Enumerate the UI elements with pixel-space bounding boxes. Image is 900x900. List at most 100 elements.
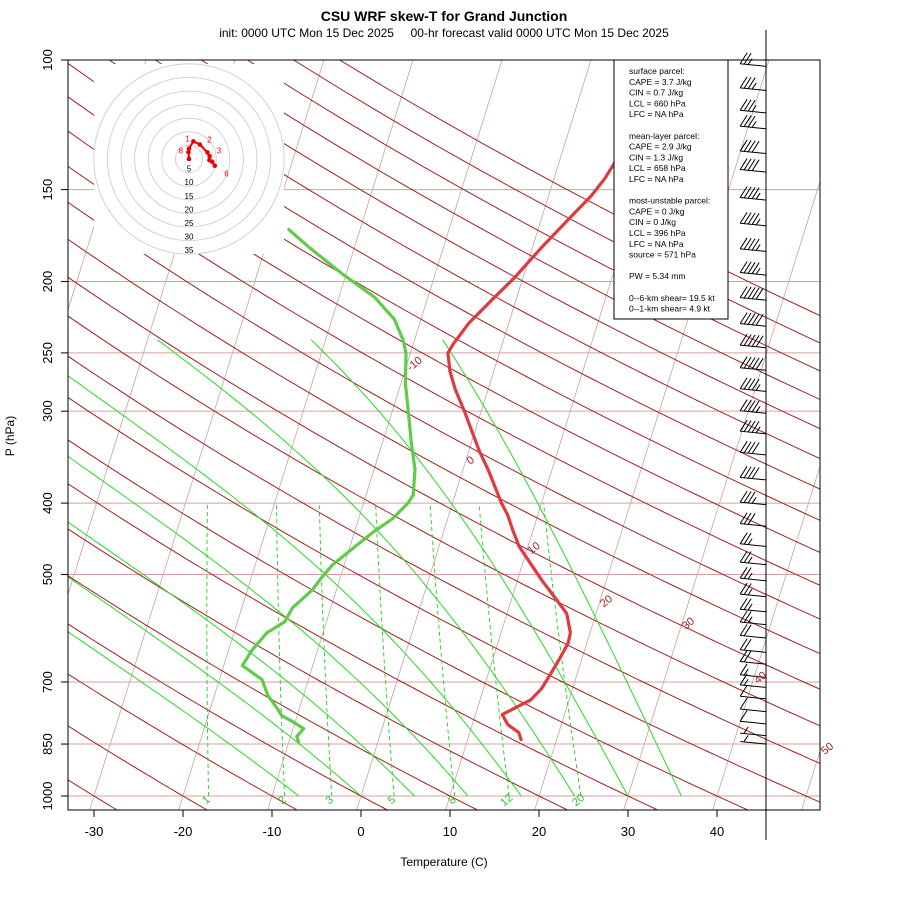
y-tick-label: 250 <box>40 342 55 364</box>
wind-barb <box>739 356 767 371</box>
barb-half-flag <box>743 726 749 734</box>
barb-flag <box>739 261 748 273</box>
y-tick-label: 1000 <box>40 782 55 811</box>
hodograph-ring-label: 10 <box>185 178 194 187</box>
info-line: 0--1-km shear= 4.9 kt <box>629 304 711 314</box>
isotherm-label: 0 <box>465 454 477 467</box>
hodograph-ring <box>147 117 231 201</box>
barb-flag <box>743 466 752 478</box>
barb-flag <box>743 186 752 199</box>
barb-flag <box>739 237 748 250</box>
hodograph-point <box>207 153 212 159</box>
wind-barb <box>739 419 767 435</box>
mixing-ratio-label: 20 <box>570 792 587 809</box>
wind-barb <box>739 114 767 130</box>
wind-barb <box>739 186 767 201</box>
barb-shaft <box>740 593 767 598</box>
info-line: LFC = NA hPa <box>629 239 684 249</box>
barb-shaft <box>740 561 767 566</box>
barb-half-flag <box>747 603 753 611</box>
barb-half-flag <box>751 497 757 504</box>
barb-half-flag <box>743 668 749 676</box>
info-line: CAPE = 3.7 J/kg <box>629 77 692 87</box>
barb-flag <box>739 490 748 503</box>
barb-flag <box>743 377 752 390</box>
barb-flag <box>743 237 752 250</box>
barb-half-flag <box>743 735 749 742</box>
barb-flag <box>751 287 760 300</box>
temperature-profile <box>446 88 661 742</box>
barb-flag <box>743 312 752 325</box>
moist-adiabat <box>68 576 362 797</box>
hodograph-point <box>205 150 210 155</box>
barb-flag <box>739 638 748 651</box>
barb-flag <box>751 357 760 370</box>
barb-half-flag <box>751 82 757 90</box>
info-line: CAPE = 0 J/kg <box>629 206 685 216</box>
barb-flag <box>743 356 752 369</box>
barb-flag <box>739 582 748 595</box>
dewpoint-profile <box>240 228 417 744</box>
hodograph-point-label: 3 <box>217 147 222 156</box>
x-tick-label: 40 <box>710 824 724 839</box>
info-line: CIN = 0 J/kg <box>629 217 676 227</box>
wind-barb <box>739 441 767 456</box>
dry-adiabat <box>68 62 820 490</box>
moist-adiabat <box>157 339 576 797</box>
barb-flag <box>751 313 760 326</box>
barb-flag <box>747 99 756 112</box>
barb-shaft <box>740 732 767 737</box>
plot-border <box>67 59 821 811</box>
isotherm-label: -10 <box>405 354 425 373</box>
barb-flag <box>747 212 756 225</box>
info-line: CIN = 1.3 J/kg <box>629 152 683 162</box>
mixing-ratio-line <box>543 503 582 797</box>
mixing-ratio-label: 12 <box>498 792 515 809</box>
barb-flag <box>751 213 760 225</box>
x-tick-label: 20 <box>532 824 546 839</box>
plot-axes: -30 -20 -10 0 10 20 30 401001502002503004005007… <box>40 49 724 839</box>
x-axis-title: Temperature (C) <box>400 855 487 869</box>
barb-flag <box>743 115 752 127</box>
mixing-ratio-line <box>429 503 456 797</box>
dry-adiabat <box>68 238 820 655</box>
barb-flag <box>743 512 752 525</box>
barb-flag <box>751 335 760 347</box>
dry-adiabat <box>201 60 820 401</box>
hodograph-point-label: 6 <box>224 170 229 179</box>
barb-flag <box>739 650 748 662</box>
barb-flag <box>739 52 748 65</box>
wind-barb <box>739 237 767 252</box>
barb-flag <box>739 441 748 453</box>
moist-adiabat <box>310 339 629 797</box>
wind-barb <box>739 663 767 678</box>
barb-flag <box>739 76 748 89</box>
barb-flag <box>743 611 752 623</box>
isotherm-label: 50 <box>819 740 836 757</box>
dry-adiabat <box>68 528 569 810</box>
barb-flag <box>739 466 748 478</box>
barb-half-flag <box>755 384 761 391</box>
wind-barb <box>739 286 767 301</box>
hodograph-point <box>186 156 192 162</box>
barb-flag <box>743 491 752 503</box>
wind-barb <box>739 399 767 414</box>
hodograph: 5 10 15 20 25 30 35 81 23 6 <box>93 63 285 255</box>
barb-flag <box>739 532 748 545</box>
barb-flag <box>747 159 756 171</box>
wind-barb <box>739 52 767 67</box>
moist-adiabat <box>68 455 469 797</box>
isotherm-line <box>534 60 770 810</box>
barb-half-flag <box>747 572 753 580</box>
y-axis-title: P (hPa) <box>3 416 17 456</box>
barb-flag <box>743 140 752 152</box>
barb-half-flag <box>747 588 753 596</box>
hodograph-point <box>186 146 192 151</box>
hodograph-ring <box>174 144 203 173</box>
barb-half-flag <box>747 616 753 624</box>
hodograph-point <box>191 139 196 144</box>
dry-adiabat <box>68 725 209 810</box>
hodograph-point <box>197 142 203 147</box>
info-line: LCL = 660 hPa <box>629 98 686 108</box>
barb-flag <box>743 532 752 545</box>
